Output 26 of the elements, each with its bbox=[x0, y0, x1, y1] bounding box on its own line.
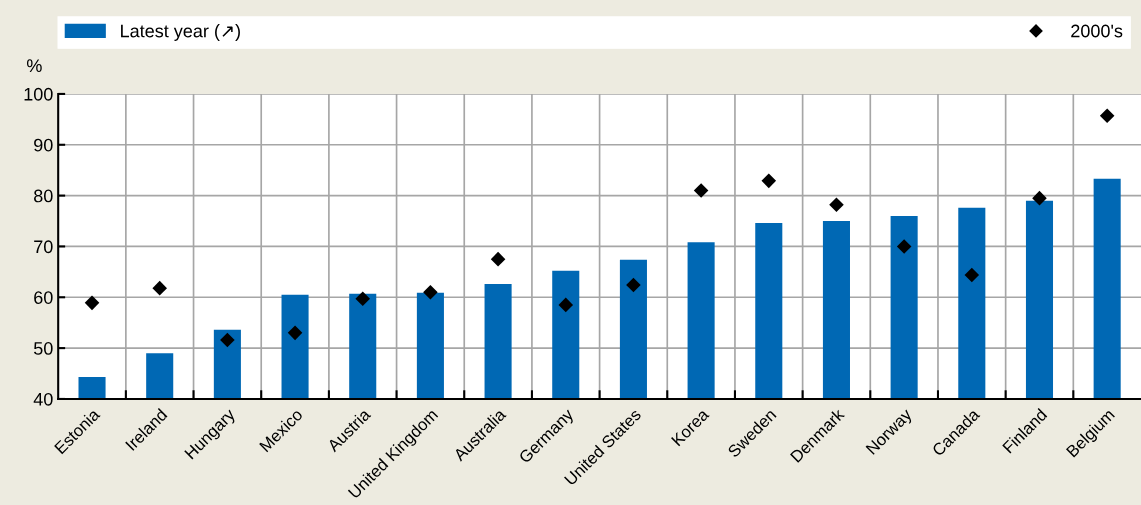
y-tick-label: 100 bbox=[24, 87, 53, 101]
y-tick-label: 70 bbox=[34, 240, 53, 254]
point bbox=[1032, 190, 1047, 206]
point bbox=[287, 325, 303, 341]
point bbox=[964, 267, 980, 283]
point bbox=[693, 183, 709, 198]
point bbox=[84, 295, 100, 311]
y-tick-label: 40 bbox=[33, 392, 53, 406]
point bbox=[626, 277, 641, 293]
y-axis-title: % bbox=[26, 59, 42, 72]
y-tick-label: 90 bbox=[34, 138, 53, 152]
point bbox=[829, 197, 844, 213]
legend-label: 2000's bbox=[1071, 24, 1123, 38]
point bbox=[423, 284, 438, 300]
y-tick-label: 80 bbox=[34, 189, 53, 203]
y-tick-label: 50 bbox=[33, 342, 53, 355]
point bbox=[220, 332, 235, 348]
point bbox=[896, 239, 912, 254]
point bbox=[152, 280, 167, 296]
point bbox=[355, 291, 371, 307]
legend-label: Latest year (↗) bbox=[121, 24, 240, 41]
point bbox=[761, 173, 777, 189]
y-tick-label: 60 bbox=[34, 291, 53, 304]
point bbox=[1099, 108, 1115, 124]
point bbox=[558, 297, 574, 313]
point bbox=[490, 251, 506, 267]
